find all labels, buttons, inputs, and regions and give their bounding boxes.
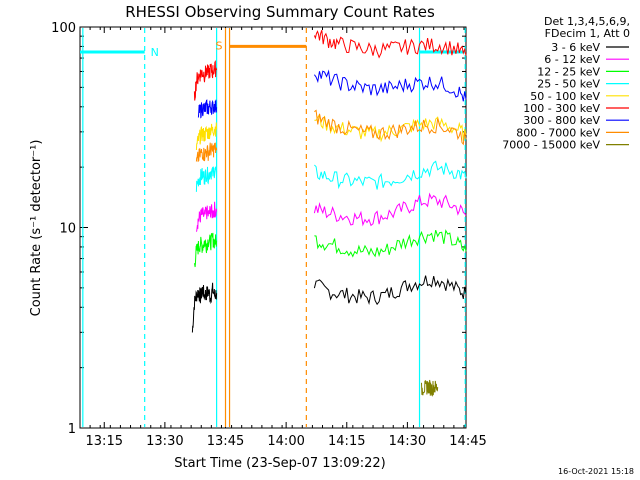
series-group	[191, 30, 467, 397]
timestamp: 16-Oct-2021 15:18	[558, 467, 634, 476]
saa-flag-label: S	[216, 39, 223, 52]
x-tick-label: 13:45	[207, 434, 244, 449]
legend-entry-label: 25 - 50 keV	[537, 78, 600, 91]
night-flag-label: N	[151, 46, 159, 59]
series-4	[195, 113, 467, 151]
legend-entry-label: 50 - 100 keV	[530, 90, 600, 103]
x-tick-label: 14:15	[328, 434, 365, 449]
legend-header-line-1: Det 1,3,4,5,6,9,	[544, 15, 630, 28]
series-line	[197, 99, 218, 119]
series-3	[195, 160, 467, 192]
series-line	[193, 59, 218, 101]
series-2	[193, 229, 467, 268]
series-line	[313, 69, 467, 102]
series-line	[314, 160, 467, 190]
series-line	[193, 232, 218, 268]
y-tick-label: 10	[59, 222, 76, 237]
observing-flags: NS	[80, 28, 466, 427]
series-line	[314, 229, 467, 258]
y-tick-label: 100	[51, 21, 76, 36]
y-axis: 1 10 100	[51, 21, 466, 437]
series-line	[314, 113, 467, 143]
x-tick-label: 14:30	[389, 434, 426, 449]
x-axis: 13:15 13:30 13:45 14:00 14:15 14:30 14:45	[79, 27, 487, 449]
x-tick-label: 13:15	[86, 434, 123, 449]
x-tick-label: 14:45	[449, 434, 486, 449]
x-tick-label: 14:00	[267, 434, 304, 449]
series-8	[421, 379, 439, 397]
series-line	[195, 201, 218, 232]
series-line	[314, 109, 467, 146]
legend-entry-label: 3 - 6 keV	[551, 41, 600, 54]
y-tick-label: 1	[68, 422, 76, 437]
x-tick-label: 13:30	[146, 434, 183, 449]
series-0	[191, 275, 467, 333]
series-line	[195, 166, 218, 192]
series-5	[193, 30, 467, 101]
series-1	[195, 192, 467, 232]
series-line	[313, 192, 467, 227]
series-line	[313, 275, 467, 306]
legend-entry-label: 12 - 25 keV	[537, 65, 600, 78]
series-line	[191, 282, 218, 333]
series-line	[421, 379, 439, 397]
legend-entry-label: 800 - 7000 keV	[516, 126, 600, 139]
legend: Det 1,3,4,5,6,9, FDecim 1, Att 0 3 - 6 k…	[502, 15, 630, 152]
legend-entry-label: 100 - 300 keV	[523, 102, 600, 115]
series-7	[195, 109, 467, 162]
series-line	[195, 122, 218, 151]
legend-entry-label: 6 - 12 keV	[544, 53, 600, 66]
legend-entry-label: 7000 - 15000 keV	[502, 139, 600, 152]
y-axis-label: Count Rate (s⁻¹ detector⁻¹)	[29, 140, 44, 317]
series-6	[197, 69, 467, 119]
legend-entry-label: 300 - 800 keV	[523, 114, 600, 127]
series-line	[195, 142, 218, 162]
x-axis-label: Start Time (23-Sep-07 13:09:22)	[174, 456, 385, 471]
series-line	[313, 30, 467, 59]
chart-title: RHESSI Observing Summary Count Rates	[125, 3, 435, 21]
legend-header-line-2: FDecim 1, Att 0	[545, 27, 630, 40]
